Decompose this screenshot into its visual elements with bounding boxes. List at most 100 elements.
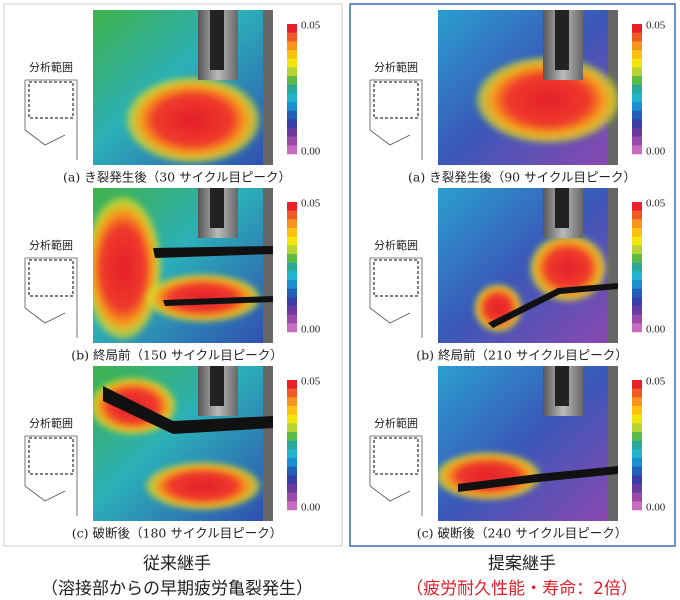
colorbar-step <box>287 297 297 306</box>
strain-hotspot <box>83 193 163 343</box>
colorbar-step <box>632 254 642 263</box>
colorbar-step <box>287 76 297 85</box>
colorbar-step <box>632 137 642 146</box>
specimen-outline <box>370 436 422 516</box>
colorbar-step <box>287 254 297 263</box>
colorbar-step <box>632 297 642 306</box>
scale-min: 0.00 <box>646 502 666 514</box>
colorbar-step <box>287 441 297 450</box>
colorbar-step <box>632 50 642 59</box>
scale-max: 0.05 <box>646 376 666 388</box>
panel-title: 従来継手 <box>143 554 211 574</box>
colorbar-step <box>632 501 642 510</box>
colorbar-step <box>287 237 297 246</box>
colorbar-step <box>632 493 642 502</box>
colorbar-step <box>287 280 297 289</box>
colorbar-step <box>632 128 642 137</box>
colorbar-step <box>287 211 297 220</box>
steel-slot <box>210 10 224 70</box>
scale-min: 0.00 <box>301 324 321 336</box>
specimen-outline <box>25 436 77 516</box>
caption: (b) 終局前（150 サイクル目ピーク） <box>71 348 282 363</box>
colorbar-step <box>632 59 642 68</box>
region-label: 分析範囲 <box>374 60 418 74</box>
colorbar-step <box>632 228 642 237</box>
colorbar-step <box>287 59 297 68</box>
colorbar-step <box>287 467 297 476</box>
colorbar-step <box>632 245 642 254</box>
colorbar-step <box>632 145 642 154</box>
colorbar-step <box>632 323 642 332</box>
caption: (a) き裂発生後（30 サイクル目ピーク） <box>63 170 291 185</box>
colorbar-step <box>632 423 642 432</box>
colorbar-step <box>632 237 642 246</box>
scale-max: 0.05 <box>301 20 321 32</box>
colorbar-step <box>632 380 642 389</box>
colorbar-step <box>287 111 297 120</box>
panel-subtitle: （疲労耐久性能・寿命：2倍） <box>406 579 638 599</box>
analysis-region <box>29 82 73 118</box>
strain-image <box>433 366 618 521</box>
colorbar-step <box>287 458 297 467</box>
colorbar-step <box>632 389 642 398</box>
steel-slot <box>555 10 569 70</box>
colorbar-step <box>632 306 642 315</box>
scale-max: 0.05 <box>646 198 666 210</box>
colorbar-step <box>287 228 297 237</box>
colorbar-step <box>287 119 297 128</box>
strain-hotspot <box>473 283 523 333</box>
panel-subtitle: （溶接部からの早期疲労亀裂発生） <box>41 579 313 599</box>
colorbar-step <box>287 389 297 398</box>
colorbar-step <box>632 280 642 289</box>
colorbar-step <box>632 289 642 298</box>
colorbar-step <box>287 493 297 502</box>
colorbar-step <box>632 202 642 211</box>
colorbar-step <box>287 432 297 441</box>
colorbar-step <box>287 289 297 298</box>
strain-hotspot <box>143 461 263 511</box>
colorbar-step <box>632 458 642 467</box>
colorbar-step <box>632 432 642 441</box>
colorbar-step <box>287 484 297 493</box>
scale-min: 0.00 <box>646 324 666 336</box>
specimen-outline <box>25 80 77 160</box>
analysis-region <box>29 260 73 296</box>
colorbar-step <box>632 76 642 85</box>
caption: (c) 破断後（180 サイクル目ピーク） <box>72 526 282 541</box>
colorbar-step <box>287 219 297 228</box>
colorbar-step <box>287 306 297 315</box>
panel-title: 提案継手 <box>488 554 556 574</box>
caption: (c) 破断後（240 サイクル目ピーク） <box>417 526 627 541</box>
region-label: 分析範囲 <box>29 238 73 252</box>
region-label: 分析範囲 <box>374 238 418 252</box>
scale-max: 0.05 <box>646 20 666 32</box>
scale-min: 0.00 <box>301 146 321 158</box>
strain-image <box>438 10 623 165</box>
analysis-region <box>374 260 418 296</box>
region-label: 分析範囲 <box>374 416 418 430</box>
colorbar-step <box>632 41 642 50</box>
colorbar-step <box>287 449 297 458</box>
colorbar-step <box>632 406 642 415</box>
caption: (a) き裂発生後（90 サイクル目ピーク） <box>408 170 636 185</box>
colorbar-step <box>632 475 642 484</box>
colorbar-step <box>287 245 297 254</box>
scale-min: 0.00 <box>301 502 321 514</box>
strain-image <box>88 366 273 521</box>
colorbar-step <box>287 501 297 510</box>
colorbar-step <box>287 85 297 94</box>
colorbar-step <box>632 219 642 228</box>
colorbar-step <box>632 67 642 76</box>
colorbar-step <box>287 397 297 406</box>
specimen-outline <box>370 258 422 338</box>
region-label: 分析範囲 <box>29 416 73 430</box>
region-label: 分析範囲 <box>29 60 73 74</box>
colorbar-step <box>287 24 297 33</box>
steel-slot <box>555 366 569 406</box>
colorbar-step <box>632 93 642 102</box>
steel-slot <box>555 188 569 228</box>
colorbar-step <box>632 467 642 476</box>
colorbar-step <box>632 24 642 33</box>
colorbar-step <box>287 263 297 272</box>
colorbar-step <box>632 85 642 94</box>
